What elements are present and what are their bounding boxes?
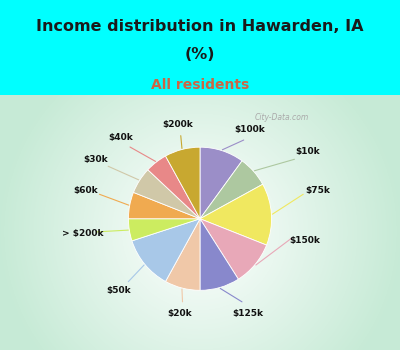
Text: $20k: $20k [168,309,192,318]
Text: $75k: $75k [305,187,330,195]
Text: $10k: $10k [295,147,320,156]
Text: All residents: All residents [151,78,249,92]
Text: City-Data.com: City-Data.com [255,113,309,122]
Text: $100k: $100k [234,125,265,134]
Wedge shape [166,147,200,219]
Text: $30k: $30k [83,155,108,163]
Text: $50k: $50k [106,286,131,295]
Text: $200k: $200k [163,120,194,129]
Wedge shape [200,219,238,290]
Text: $150k: $150k [289,236,320,245]
Text: $60k: $60k [73,187,98,195]
Wedge shape [128,193,200,219]
Wedge shape [128,219,200,241]
Text: $40k: $40k [108,133,133,142]
Wedge shape [200,219,266,279]
Wedge shape [134,170,200,219]
Text: Income distribution in Hawarden, IA: Income distribution in Hawarden, IA [36,19,364,34]
Wedge shape [166,219,200,290]
Wedge shape [132,219,200,281]
Wedge shape [148,156,200,219]
Text: > $200k: > $200k [62,229,104,238]
Wedge shape [200,184,272,245]
Wedge shape [200,161,263,219]
Text: $125k: $125k [232,309,263,318]
Wedge shape [200,147,242,219]
Text: (%): (%) [185,47,215,62]
